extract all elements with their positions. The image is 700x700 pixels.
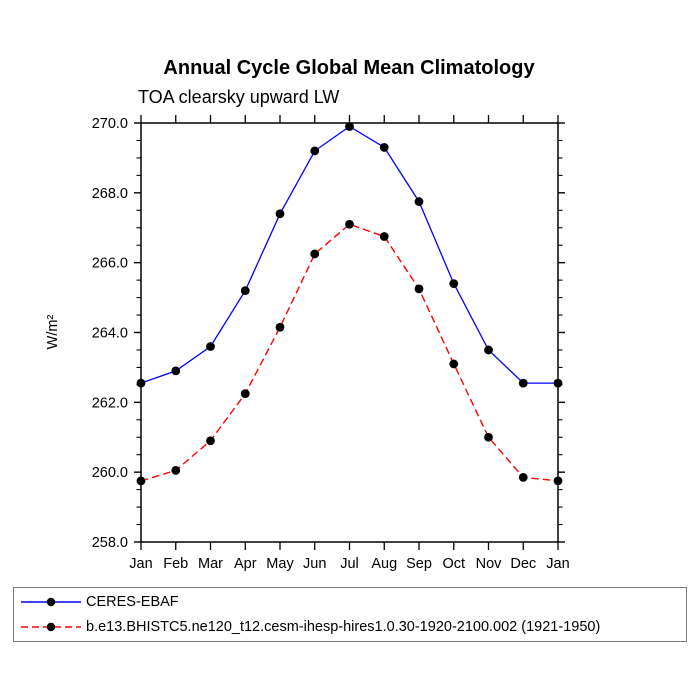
data-point-marker xyxy=(414,197,424,206)
x-tick-label: Mar xyxy=(198,556,223,572)
axis-ticks xyxy=(134,115,565,550)
x-tick-label: May xyxy=(266,556,294,572)
data-point-marker xyxy=(310,146,320,156)
data-point-marker xyxy=(171,466,181,475)
data-point-marker xyxy=(240,389,250,399)
y-tick-label: 266.0 xyxy=(92,256,128,272)
frame-border xyxy=(140,122,559,543)
data-point-marker xyxy=(310,249,320,259)
legend-box: CERES-EBAF b.e13.BHISTC5.ne120_t12.cesm-… xyxy=(13,587,687,642)
x-tick-label: Jul xyxy=(340,556,359,572)
y-axis-label: W/m² xyxy=(45,315,61,350)
data-point-marker xyxy=(379,232,389,241)
y-tick-label: 270.0 xyxy=(92,116,128,132)
data-point-marker xyxy=(275,322,285,332)
legend-entry-label: b.e13.BHISTC5.ne120_t12.cesm-ihesp-hires… xyxy=(86,619,601,636)
x-tick-label: Nov xyxy=(476,556,503,572)
y-tick-label: 258.0 xyxy=(92,535,128,551)
data-point-marker xyxy=(553,378,563,388)
legend-entry-model: b.e13.BHISTC5.ne120_t12.cesm-ihesp-hires… xyxy=(19,615,686,639)
data-point-marker xyxy=(484,345,493,355)
data-point-marker xyxy=(518,473,528,482)
x-tick-label: Jan xyxy=(129,556,152,572)
series-line-ceres-ebaf xyxy=(140,125,558,384)
data-point-marker xyxy=(553,476,563,486)
y-tick-label: 260.0 xyxy=(92,465,128,481)
data-point-marker xyxy=(206,436,215,446)
legend-marker-dot xyxy=(46,623,56,632)
data-point-marker xyxy=(484,432,493,442)
plot-frame xyxy=(140,122,559,543)
series-line-model xyxy=(140,223,559,482)
x-tick-label: Jun xyxy=(303,556,326,572)
chart-title: Annual Cycle Global Mean Climatology xyxy=(163,57,535,79)
x-tick-label: Apr xyxy=(234,556,257,572)
data-point-marker xyxy=(449,359,459,369)
y-tick-label: 264.0 xyxy=(92,326,128,342)
axis-labels: 258.0 260.0 262.0 264.0 266.0 268.0 270.0 Jan Fe… xyxy=(92,116,570,572)
legend-entry-label: CERES-EBAF xyxy=(86,593,179,610)
data-point-marker xyxy=(345,219,354,229)
legend-entry-ceres-ebaf: CERES-EBAF xyxy=(19,590,686,614)
x-tick-label: Oct xyxy=(442,556,465,572)
x-tick-label: Aug xyxy=(371,556,397,572)
x-tick-label: Dec xyxy=(510,556,536,572)
data-point-marker xyxy=(136,378,146,388)
data-point-marker xyxy=(171,366,181,376)
legend-sample-solid xyxy=(21,597,81,606)
data-point-marker xyxy=(379,143,389,152)
legend-sample-dashed xyxy=(21,623,81,632)
x-tick-label: Feb xyxy=(163,556,188,572)
data-point-marker xyxy=(240,286,250,295)
y-tick-label: 262.0 xyxy=(92,395,128,411)
data-series xyxy=(136,122,563,486)
x-tick-label: Jan xyxy=(546,556,569,572)
data-point-marker xyxy=(345,122,354,131)
chart-subtitle: TOA clearsky upward LW xyxy=(138,87,339,107)
data-point-marker xyxy=(136,476,146,486)
data-point-marker xyxy=(206,342,215,351)
data-point-marker xyxy=(449,279,459,289)
y-tick-label: 268.0 xyxy=(92,186,128,202)
legend-marker-dot xyxy=(46,597,56,606)
data-point-marker xyxy=(414,284,424,294)
x-tick-label: Sep xyxy=(406,556,432,572)
data-point-marker xyxy=(275,209,285,219)
data-point-marker xyxy=(518,378,528,388)
